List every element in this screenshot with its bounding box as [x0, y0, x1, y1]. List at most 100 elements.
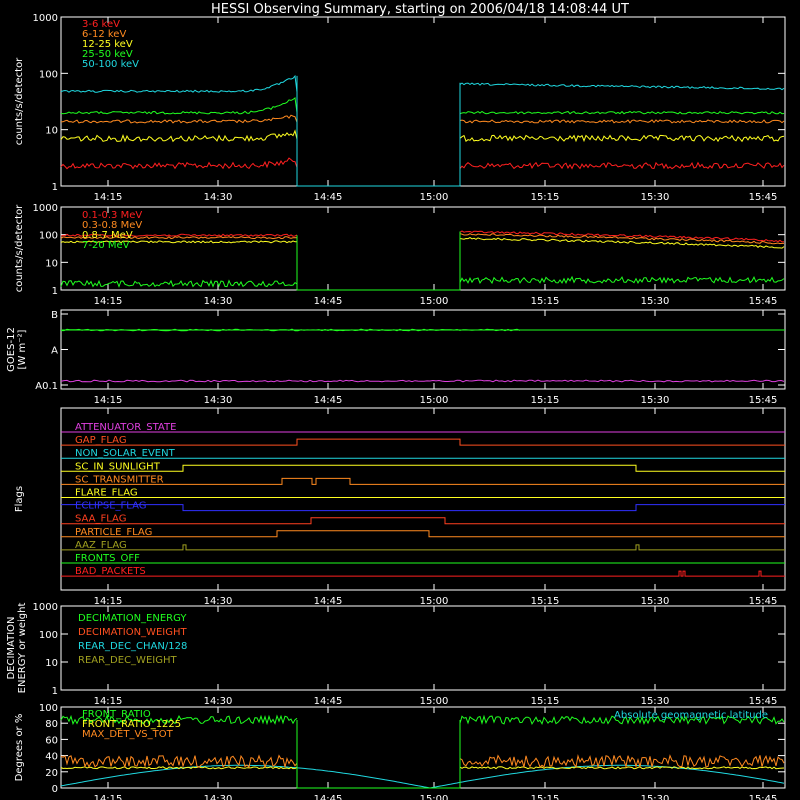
y-tick-label: B: [51, 310, 58, 321]
flag-label: SC_IN_SUNLIGHT: [75, 461, 161, 472]
time-tick-label: 14:30: [204, 296, 233, 307]
y-tick-label: 1000: [33, 602, 58, 613]
data-gap-line: [296, 75, 461, 187]
series-line: [459, 766, 785, 770]
y-tick-label: 10: [45, 658, 58, 669]
time-tick-label: 15:30: [641, 395, 670, 406]
flag-label: PARTICLE_FLAG: [75, 527, 152, 538]
y-tick-label: 100: [39, 703, 58, 714]
panel-frame: [60, 309, 786, 390]
time-tick-label: 14:30: [204, 192, 233, 203]
legend-entry: 7-20 MeV: [82, 240, 130, 251]
y-axis-label: DECIMATION: [6, 616, 17, 679]
series-line: [60, 233, 298, 237]
series-line: [60, 157, 298, 170]
y-tick-label: A: [51, 346, 58, 357]
series-line: [60, 766, 298, 770]
y-tick-label: 1: [52, 286, 58, 297]
y-axis-label: counts/s/detector: [14, 204, 25, 292]
time-tick-label: 14:45: [314, 696, 343, 707]
legend-entry: 0.3-0.8 MeV: [82, 220, 142, 231]
y-tick-label: 100: [39, 69, 58, 80]
y-axis-label: counts/s/detector: [14, 57, 25, 145]
y-tick-label: 20: [45, 768, 58, 779]
time-tick-label: 14:45: [314, 296, 343, 307]
panel-low-energy: 14:15 14:30 14:45 15:00 15:15 15:30 15:45 1 10 10…: [14, 13, 786, 203]
legend-entry: FRONT_RATIO_1225: [82, 719, 181, 730]
legend-entry: 0.8-7 MeV: [82, 230, 133, 241]
time-tick-label: 15:00: [420, 192, 449, 203]
panel-goes: 14:15 14:30 14:45 15:00 15:15 15:30 15:45 A0.1 A…: [6, 309, 786, 406]
time-tick-label: 15:30: [641, 794, 670, 800]
panel-frame: [60, 605, 786, 691]
time-tick-label: 15:15: [531, 596, 560, 607]
flag-label: FLARE_FLAG: [75, 488, 138, 499]
time-tick-label: 14:15: [94, 296, 123, 307]
flag-label: GAP_FLAG: [75, 435, 127, 446]
flag-label: ECLIPSE_FLAG: [75, 501, 146, 512]
flag-label: ATTENUATOR_STATE: [75, 422, 176, 433]
flag-label: BAD_PACKETS: [75, 566, 146, 577]
time-tick-label: 15:15: [531, 395, 560, 406]
y-tick-label: 100: [39, 630, 58, 641]
flag-line: [61, 464, 785, 472]
time-tick-label: 14:15: [94, 596, 123, 607]
time-tick-label: 15:00: [420, 596, 449, 607]
y-axis-label: Degrees or %: [14, 714, 25, 782]
time-tick-label: 15:30: [641, 192, 670, 203]
time-tick-label: 15:45: [749, 696, 778, 707]
panel-high-energy: 14:15 14:30 14:45 15:00 15:15 15:30 15:45 1 10 10…: [14, 203, 786, 307]
chart-title: HESSI Observing Summary, starting on 200…: [211, 2, 629, 17]
time-tick-label: 15:00: [420, 296, 449, 307]
flag-label: FRONTS_OFF: [75, 553, 140, 564]
time-tick-label: 14:45: [314, 395, 343, 406]
series-line: [459, 275, 785, 285]
panel-frame: [60, 16, 786, 187]
series-line: [459, 110, 785, 115]
y-tick-label: 1000: [33, 13, 58, 24]
legend-entry: 3-6 keV: [82, 19, 120, 30]
time-tick-label: 15:15: [531, 794, 560, 800]
flag-line: [61, 438, 785, 446]
time-tick-label: 14:45: [314, 596, 343, 607]
time-tick-label: 15:00: [420, 794, 449, 800]
y-axis-label: GOES-12: [6, 327, 17, 372]
flag-line: [61, 504, 785, 512]
series-line: [60, 754, 298, 769]
panel-frame: [60, 206, 786, 291]
series-line: [60, 236, 298, 240]
y-tick-label: 1: [52, 686, 58, 697]
time-tick-label: 15:30: [641, 296, 670, 307]
panels-group: 14:15 14:30 14:45 15:00 15:15 15:30 15:4511010…: [6, 13, 786, 800]
flag-label: SAA_FLAG: [75, 514, 126, 525]
flag-line: [61, 530, 785, 538]
legend-entry: 12-25 keV: [82, 39, 133, 50]
y-tick-label: A0.1: [35, 381, 58, 392]
time-tick-label: 15:45: [749, 192, 778, 203]
time-tick-label: 14:15: [94, 696, 123, 707]
time-tick-label: 14:15: [94, 395, 123, 406]
flag-line: [61, 517, 785, 525]
right-legend-entry: Absolute geomagnetic latitude: [614, 710, 768, 721]
series-line: [60, 240, 298, 244]
series-line: [459, 714, 785, 726]
flag-line: [61, 544, 785, 551]
time-tick-label: 15:15: [531, 696, 560, 707]
series-line: [459, 119, 785, 124]
flag-line: [61, 570, 785, 577]
y-axis-label-2: ENERGY or weight: [17, 603, 28, 694]
y-tick-label: 10: [45, 258, 58, 269]
panel-ratio: 14:15 14:30 14:45 15:00 15:15 15:30 15:45 0 20 40…: [14, 703, 786, 800]
time-tick-label: 14:45: [314, 192, 343, 203]
data-gap-line: [296, 719, 461, 789]
time-tick-label: 15:15: [531, 296, 560, 307]
time-tick-label: 14:15: [94, 192, 123, 203]
y-tick-label: 100: [39, 231, 58, 242]
legend-entry: REAR_DEC_WEIGHT: [78, 655, 177, 666]
time-tick-label: 14:30: [204, 596, 233, 607]
series-line: [60, 114, 298, 124]
panel-frame: [60, 407, 786, 591]
flag-line: [61, 477, 785, 485]
series-line: [459, 161, 785, 170]
